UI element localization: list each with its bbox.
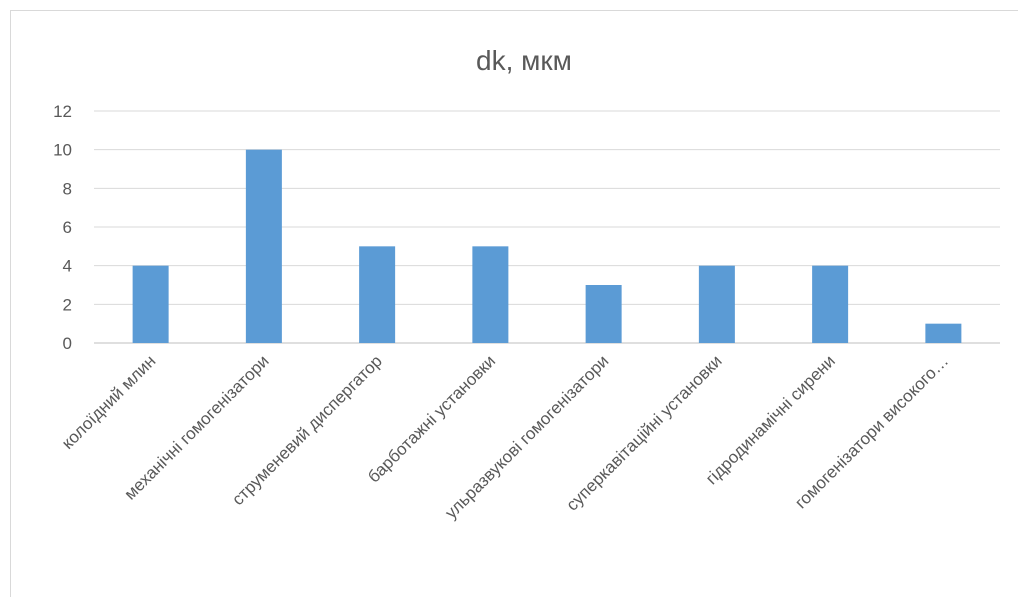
bars: [132, 149, 962, 343]
bar: [132, 265, 169, 343]
y-tick-label: 0: [63, 334, 72, 353]
bar: [245, 149, 282, 343]
bar: [812, 265, 849, 343]
bar: [585, 285, 622, 343]
y-tick-label: 6: [63, 218, 72, 237]
bar: [359, 246, 396, 343]
x-category-label: барботажні установки: [364, 351, 499, 486]
x-category-label: колоїдний млин: [58, 351, 159, 452]
bar: [698, 265, 735, 343]
chart-frame: [10, 10, 1018, 597]
bar: [925, 323, 962, 343]
y-axis-ticks: 0 2 4 6 8 10 12: [53, 102, 72, 353]
y-tick-label: 12: [53, 102, 72, 121]
y-tick-label: 10: [53, 141, 72, 160]
y-tick-label: 2: [63, 295, 72, 314]
x-category-label: гідродинамічні сирени: [702, 351, 839, 488]
gridlines: [94, 110, 1000, 344]
y-tick-label: 8: [63, 179, 72, 198]
y-tick-label: 4: [63, 257, 72, 276]
chart-title: dk, мкм: [476, 45, 572, 76]
bar: [472, 246, 509, 343]
